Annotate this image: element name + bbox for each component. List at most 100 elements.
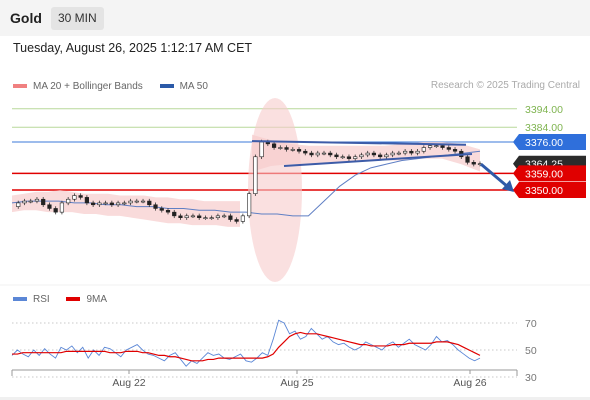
level-tag-4 <box>513 165 586 182</box>
candle-body <box>47 204 52 209</box>
candle-body <box>103 202 108 205</box>
x-tick-label-2: Aug 26 <box>453 377 486 389</box>
candle-body <box>159 208 164 211</box>
ma50-line <box>11 150 481 217</box>
candle-body <box>190 215 196 218</box>
legend-label-9ma: 9MA <box>86 293 108 305</box>
candle-body <box>72 195 77 200</box>
level-tag-5 <box>513 182 586 198</box>
candle-body <box>97 202 102 206</box>
legend-swatch-9ma <box>66 297 81 301</box>
candle-body <box>140 200 146 203</box>
candle-body <box>296 149 302 152</box>
level-label-2: 3376.00 <box>525 137 563 149</box>
candle-body <box>353 156 358 159</box>
x-tick-label-0: Aug 22 <box>112 377 145 389</box>
candle-body <box>427 145 433 148</box>
x-tick-label-1: Aug 25 <box>280 377 313 389</box>
level-tag-2 <box>513 134 586 150</box>
timestamp: Tuesday, August 26, 2025 1:12:17 AM CET <box>13 41 253 55</box>
bottom-border <box>0 397 590 400</box>
candle-body <box>409 150 414 154</box>
candle-body <box>22 200 27 204</box>
rsi-series-9ma <box>12 331 481 362</box>
candle-body <box>328 152 333 156</box>
candle-body <box>134 200 139 203</box>
rsi-tick-label-1: 50 <box>525 345 537 357</box>
rsi-tick-label-2: 30 <box>525 372 537 384</box>
candle-body <box>371 152 377 156</box>
candle-body <box>440 145 445 148</box>
candle-body <box>359 154 364 158</box>
projection-arrow-shaft <box>480 163 509 189</box>
legend-item-bollinger: MA 20 + Bollinger Bands <box>13 81 143 92</box>
candle-body <box>421 147 426 152</box>
candle-body <box>197 215 202 218</box>
top-bar: Gold 30 MIN <box>0 0 590 36</box>
candle-body <box>59 202 65 213</box>
candle-body <box>340 156 345 159</box>
candle-body <box>452 149 458 152</box>
candle-body <box>16 202 21 207</box>
candle-body <box>247 193 252 217</box>
candle-body <box>346 156 352 159</box>
candle-body <box>172 211 177 217</box>
candle-body <box>165 210 171 213</box>
candle-body <box>228 215 233 220</box>
candle-body <box>446 147 451 150</box>
candle-body <box>209 217 214 219</box>
candle-body <box>41 198 46 206</box>
candle-body <box>278 147 283 149</box>
candle-body <box>78 195 83 198</box>
candle-body <box>396 152 401 155</box>
legend-item-9ma: 9MA <box>66 294 107 305</box>
candle-body <box>259 141 264 158</box>
candle-body <box>91 202 96 206</box>
candle-body <box>122 202 127 205</box>
candle-body <box>271 143 277 148</box>
trendline-upper <box>251 140 467 146</box>
rsi-legend: RSI 9MA <box>13 293 121 305</box>
candle-body <box>222 215 227 218</box>
candle-body <box>234 219 239 222</box>
legend-swatch-ma50 <box>159 84 174 88</box>
level-label-4: 3359.00 <box>525 168 563 180</box>
candle-body <box>390 152 395 156</box>
candle-body <box>365 152 370 156</box>
legend-item-ma50: MA 50 <box>159 81 208 92</box>
candle-body <box>321 152 327 155</box>
instrument-title: Gold <box>10 10 42 26</box>
rsi-tick-label-0: 70 <box>525 318 537 330</box>
level-label-0: 3394.00 <box>525 104 563 116</box>
legend-label-bollinger: MA 20 + Bollinger Bands <box>33 80 143 92</box>
candle-body <box>284 147 289 150</box>
candle-body <box>465 156 470 163</box>
candle-body <box>334 154 339 158</box>
legend-swatch-rsi <box>13 297 27 301</box>
candle-body <box>115 202 121 206</box>
candle-body <box>28 200 33 203</box>
candle-body <box>290 149 295 151</box>
projection-arrowhead <box>502 180 514 192</box>
candle-body <box>184 215 189 218</box>
candle-body <box>178 215 183 218</box>
candle-body <box>315 152 320 156</box>
candle-body <box>403 150 408 154</box>
candle-body <box>109 202 114 206</box>
timeframe-button[interactable]: 30 MIN <box>51 7 104 30</box>
candle-body <box>147 200 152 206</box>
candle-body <box>66 198 71 204</box>
price-legend: MA 20 + Bollinger Bands MA 50 <box>13 80 222 92</box>
candle-body <box>34 198 40 202</box>
legend-swatch-bollinger <box>13 84 27 88</box>
legend-label-rsi: RSI <box>33 293 50 305</box>
candle-body <box>253 156 258 194</box>
candle-body <box>471 162 476 165</box>
candle-body <box>434 145 439 147</box>
trendline-lower <box>283 153 473 167</box>
candle-body <box>128 200 133 204</box>
level-label-5: 3350.00 <box>525 185 563 197</box>
candle-body <box>203 217 208 219</box>
candle-body <box>384 154 389 158</box>
